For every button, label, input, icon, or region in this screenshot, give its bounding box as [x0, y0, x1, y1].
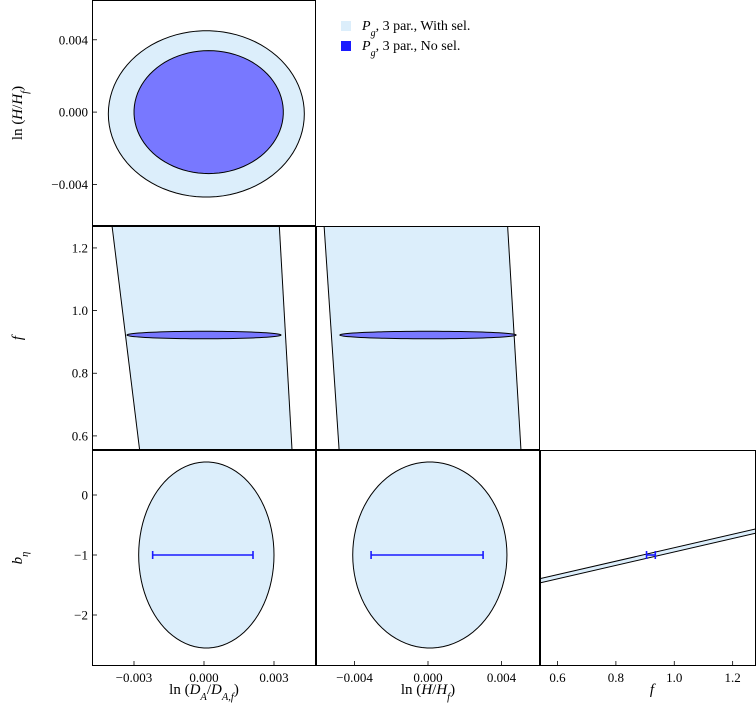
y-axis-label-lnH-part: /	[10, 104, 26, 109]
y-axis-label-f: f	[10, 334, 26, 340]
y-tick-label: −0.004	[51, 177, 88, 192]
x-tick-label: 0.6	[549, 670, 566, 685]
x-axis-label-lnH-part: H	[420, 682, 433, 698]
y-axis-label-beta-part: b	[10, 556, 26, 564]
x-axis-label-lnDA-part: A,f	[221, 692, 236, 703]
x-tick-label: 0.003	[259, 670, 288, 685]
legend-entry-1: Pg, 3 par., No sel.	[361, 39, 460, 59]
no-sel-contour	[339, 330, 517, 340]
y-tick-label: 0.004	[59, 32, 89, 47]
y-axis-label-lnH-part: f	[20, 89, 31, 94]
x-tick-label: 0.8	[608, 670, 624, 685]
x-axis-label-lnDA-part: D	[210, 682, 222, 698]
with-sel-degenerate-band	[540, 528, 756, 583]
x-axis-label-lnDA-part: ln (	[169, 682, 189, 698]
legend-swatch-0	[341, 21, 351, 31]
y-axis-label-beta-part: η	[20, 552, 31, 557]
panel-H-beta	[352, 461, 508, 649]
x-axis-label-lnH-part: ln (	[401, 682, 421, 698]
with-sel-band-left-edge	[323, 226, 340, 450]
y-axis-label-lnH-part: ln (	[10, 120, 26, 140]
x-axis-label-lnDA-part: )	[234, 682, 239, 698]
x-axis-label-lnDA-part: D	[189, 682, 201, 698]
x-tick-label: 1.2	[725, 670, 741, 685]
x-axis-label-lnH: ln (H/Hf)	[401, 682, 455, 703]
y-tick-label: −1	[74, 548, 88, 563]
y-tick-label: 0	[82, 488, 89, 503]
y-axis-label-lnH-part: )	[10, 86, 26, 91]
panel-frame	[92, 226, 316, 450]
y-axis-label-lnH: ln (H/Hf)	[10, 86, 31, 140]
legend-entry-subscript: g	[371, 28, 376, 39]
with-sel-band-right-edge	[278, 226, 293, 450]
x-tick-label: −0.004	[336, 670, 373, 685]
panel-DA-H	[107, 30, 305, 198]
y-axis-label-lnH-part: H	[10, 108, 26, 121]
x-axis-label-lnH-part: )	[450, 682, 455, 698]
x-axis-label-lnH-part: /	[432, 682, 437, 698]
y-tick-label: −2	[74, 608, 88, 623]
legend-entry-0: Pg, 3 par., With sel.	[361, 19, 470, 39]
panel-DA-f	[111, 226, 293, 450]
panel-H-f	[323, 226, 522, 450]
x-tick-label: −0.003	[116, 670, 153, 685]
panel-f-beta	[540, 528, 756, 584]
x-tick-label: 1.0	[666, 670, 682, 685]
y-axis-label-beta: bη	[10, 552, 31, 565]
with-sel-band-upper-edge	[540, 528, 756, 580]
with-sel-band-right-edge	[507, 226, 522, 450]
x-tick-label: 0.000	[413, 670, 442, 685]
x-axis-label-lnH-part: H	[435, 682, 448, 698]
y-tick-label: 1.2	[72, 240, 88, 255]
x-axis-label-lnDA: ln (DA/DA,f)	[169, 682, 239, 703]
x-axis-label-f: f	[650, 682, 656, 698]
legend-entry-text: , 3 par., With sel.	[376, 19, 471, 34]
panel-frame	[92, 0, 316, 226]
panel-frame	[316, 226, 540, 450]
y-tick-label: 0.000	[59, 105, 88, 120]
x-tick-label: 0.004	[487, 670, 517, 685]
panel-DA-beta	[138, 461, 275, 649]
y-tick-label: 0.6	[72, 428, 89, 443]
legend-entry-symbol: P	[361, 19, 371, 34]
x-axis-label-lnH-part: f	[447, 692, 452, 703]
y-tick-label: 0.8	[72, 366, 88, 381]
x-axis-label-lnDA-part: A	[199, 692, 207, 703]
x-axis-label-lnDA-part: /	[207, 682, 212, 698]
x-tick-label: 0.000	[189, 670, 218, 685]
y-axis-label-f-part: f	[10, 334, 26, 340]
legend-swatch-1	[341, 41, 351, 51]
legend-entry-symbol: P	[361, 39, 371, 54]
with-sel-band-lower-edge	[540, 532, 756, 584]
no-sel-contour	[133, 50, 284, 175]
legend-entry-text: , 3 par., No sel.	[376, 39, 461, 54]
with-sel-band-left-edge	[111, 226, 141, 450]
legend-entry-subscript: g	[371, 48, 376, 59]
x-axis-label-f-part: f	[650, 682, 656, 698]
no-sel-contour	[126, 330, 282, 340]
y-axis-label-lnH-part: H	[10, 93, 26, 106]
y-tick-label: 1.0	[72, 303, 88, 318]
